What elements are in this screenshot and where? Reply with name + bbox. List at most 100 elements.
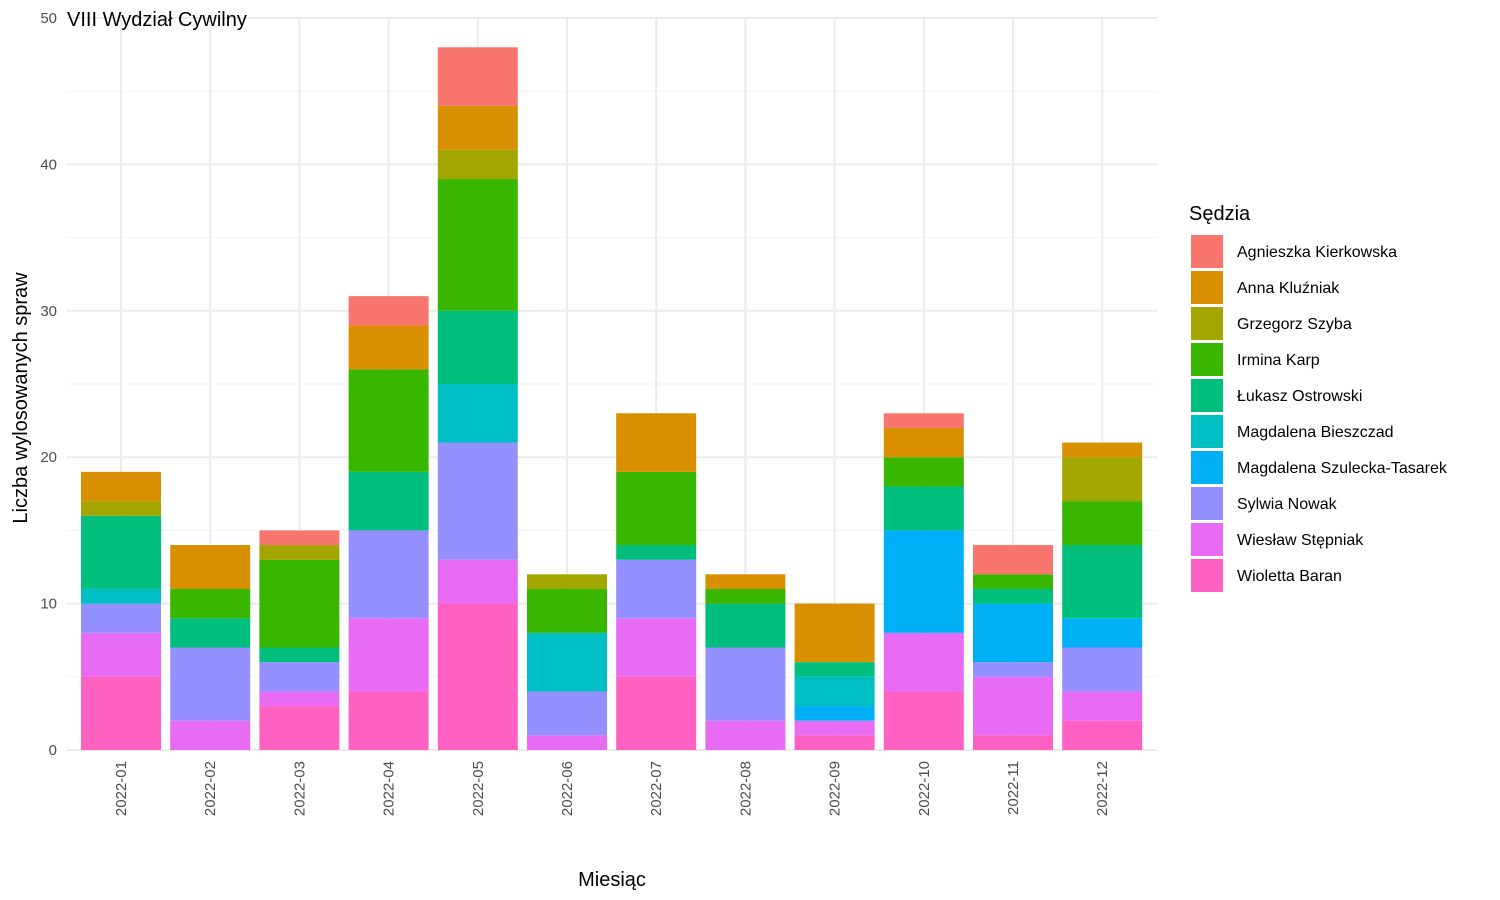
bar-segment bbox=[348, 471, 429, 531]
bars bbox=[81, 47, 1143, 750]
legend-swatch bbox=[1191, 487, 1223, 520]
legend-label: Magdalena Szulecka-Tasarek bbox=[1237, 460, 1448, 477]
bar-segment bbox=[348, 691, 429, 750]
x-tick-label: 2022-06 bbox=[559, 761, 576, 816]
bar-segment bbox=[437, 310, 518, 384]
bar-segment bbox=[616, 545, 697, 560]
bar-segment bbox=[794, 720, 875, 736]
bar-segment bbox=[259, 706, 340, 750]
bar-segment bbox=[437, 47, 518, 106]
bar-segment bbox=[883, 486, 964, 531]
bar-segment bbox=[81, 501, 161, 516]
bar-segment bbox=[883, 427, 964, 458]
bar-segment bbox=[973, 545, 1053, 575]
legend-swatch bbox=[1191, 451, 1223, 484]
bar-segment bbox=[437, 559, 518, 604]
x-tick-label: 2022-09 bbox=[827, 761, 844, 816]
bar-segment bbox=[616, 618, 697, 677]
legend-label: Sylwia Nowak bbox=[1237, 496, 1338, 513]
x-tick-label: 2022-01 bbox=[113, 761, 130, 816]
bar-segment bbox=[794, 676, 875, 707]
bar-segment bbox=[348, 369, 429, 472]
x-tick-label: 2022-07 bbox=[648, 761, 665, 816]
bar-segment bbox=[527, 588, 607, 633]
bar-segment bbox=[705, 574, 786, 589]
legend: Sędzia Agnieszka Kierkowska Anna Kluźniak… bbox=[1189, 203, 1448, 592]
bar-segment bbox=[437, 179, 518, 311]
y-tick-label: 30 bbox=[40, 303, 57, 320]
bar-segment bbox=[259, 545, 340, 560]
y-tick-label: 20 bbox=[40, 449, 57, 466]
legend-swatch bbox=[1191, 271, 1223, 304]
bar-segment bbox=[170, 545, 251, 589]
x-tick-label: 2022-12 bbox=[1094, 761, 1111, 816]
legend-swatch bbox=[1191, 379, 1223, 412]
bar-segment bbox=[81, 588, 161, 604]
bar-segment bbox=[616, 676, 697, 750]
bar-segment bbox=[883, 632, 964, 692]
chart-title: VIII Wydział Cywilny bbox=[67, 9, 247, 31]
legend-swatch bbox=[1191, 343, 1223, 376]
bar-segment bbox=[973, 603, 1053, 663]
bar-segment bbox=[1062, 545, 1143, 619]
bar-segment bbox=[1062, 501, 1143, 546]
bar-segment bbox=[81, 676, 161, 750]
legend-label: Anna Kluźniak bbox=[1237, 280, 1340, 297]
bar-segment bbox=[348, 530, 429, 619]
legend-label: Agnieszka Kierkowska bbox=[1237, 244, 1397, 261]
bar-segment bbox=[437, 603, 518, 750]
bar-segment bbox=[170, 720, 251, 750]
x-tick-label: 2022-11 bbox=[1005, 761, 1022, 815]
bar-segment bbox=[1062, 647, 1143, 692]
bar-segment bbox=[794, 662, 875, 677]
bar-segment bbox=[883, 691, 964, 750]
bar-segment bbox=[170, 588, 251, 619]
bar-segment bbox=[437, 442, 518, 560]
legend-label: Magdalena Bieszczad bbox=[1237, 424, 1394, 441]
legend-swatch bbox=[1191, 559, 1223, 592]
bar-segment bbox=[794, 603, 875, 663]
bar-segment bbox=[527, 632, 607, 692]
bar-segment bbox=[259, 530, 340, 546]
bar-segment bbox=[437, 384, 518, 443]
bar-segment bbox=[348, 618, 429, 692]
legend-swatch bbox=[1191, 307, 1223, 340]
bar-segment bbox=[1062, 691, 1143, 721]
x-axis-ticks: 2022-01 2022-02 2022-03 2022-04 2022-05 2022-… bbox=[113, 761, 1111, 816]
x-tick-label: 2022-04 bbox=[381, 761, 398, 816]
bar-segment bbox=[437, 149, 518, 180]
bar-segment bbox=[705, 603, 786, 648]
bar-segment bbox=[616, 559, 697, 619]
legend-label: Grzegorz Szyba bbox=[1237, 316, 1352, 333]
bar-segment bbox=[81, 515, 161, 589]
bar-segment bbox=[705, 588, 786, 604]
bar-segment bbox=[973, 676, 1053, 736]
bar-segment bbox=[973, 662, 1053, 677]
y-axis-title: Liczba wylosowanych spraw bbox=[10, 272, 32, 524]
bar-segment bbox=[81, 471, 161, 502]
legend-label: Łukasz Ostrowski bbox=[1237, 388, 1362, 405]
y-tick-label: 0 bbox=[49, 742, 57, 759]
bar-segment bbox=[527, 691, 607, 736]
bar-segment bbox=[794, 735, 875, 750]
bar-segment bbox=[1062, 457, 1143, 502]
x-axis-title: Miesiąc bbox=[578, 869, 646, 891]
bar-segment bbox=[259, 662, 340, 692]
legend-swatch bbox=[1191, 235, 1223, 268]
legend-swatch bbox=[1191, 523, 1223, 556]
bar-segment bbox=[81, 632, 161, 677]
legend-label: Wioletta Baran bbox=[1237, 568, 1342, 585]
bar-segment bbox=[527, 574, 607, 589]
bar-segment bbox=[973, 588, 1053, 604]
legend-swatch bbox=[1191, 415, 1223, 448]
x-tick-label: 2022-08 bbox=[737, 761, 754, 816]
bar-segment bbox=[973, 735, 1053, 750]
bar-segment bbox=[794, 706, 875, 721]
bar-segment bbox=[348, 296, 429, 326]
bar-segment bbox=[348, 325, 429, 370]
bar-segment bbox=[81, 603, 161, 633]
y-tick-label: 10 bbox=[40, 596, 57, 613]
bar-segment bbox=[616, 471, 697, 546]
legend-label: Wiesław Stępniak bbox=[1237, 532, 1364, 549]
